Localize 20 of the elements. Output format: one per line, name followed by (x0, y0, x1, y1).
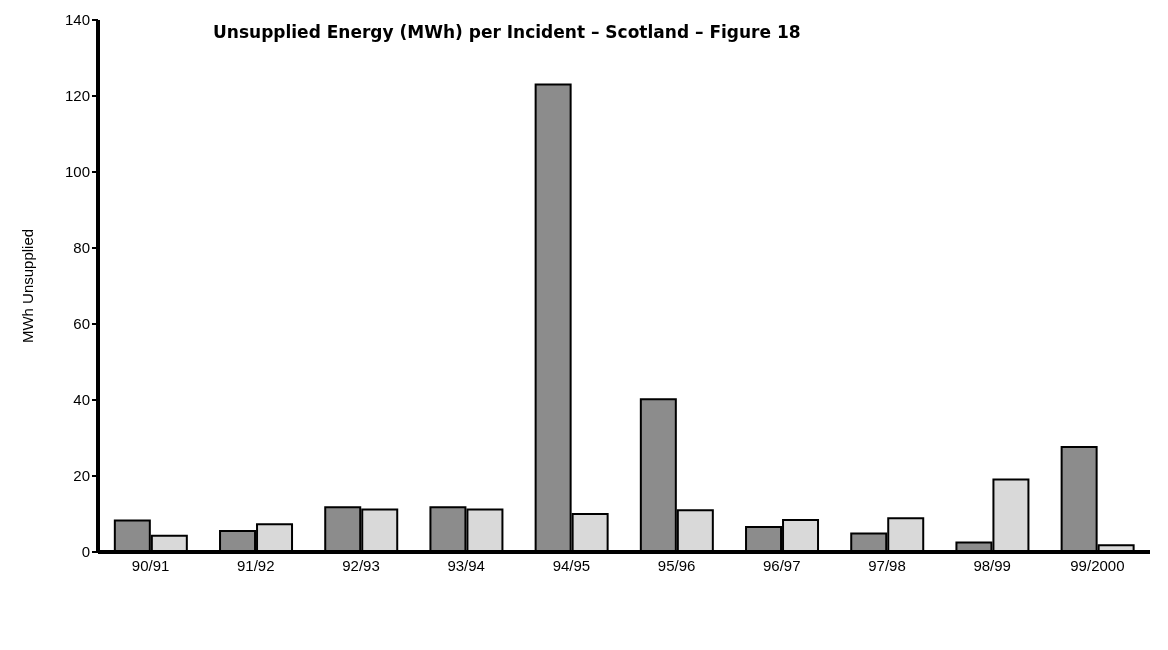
y-tick-label: 0 (81, 543, 90, 561)
y-tick-label: 20 (73, 467, 90, 485)
y-tick-label: 80 (73, 239, 90, 257)
x-tick-label: 94/95 (552, 556, 591, 574)
y-tick-label: 140 (64, 11, 90, 29)
y-tick-label: 40 (73, 391, 90, 409)
y-axis-title: MWh Unsupplied (19, 228, 37, 344)
y-tick-label: 60 (73, 315, 90, 333)
y-tick-label: 120 (64, 87, 90, 105)
x-tick-label: 98/99 (973, 556, 1011, 574)
x-tick-label: 99/2000 (1070, 556, 1125, 574)
y-tick-label: 100 (64, 163, 90, 181)
x-tick-label: 97/98 (868, 556, 906, 574)
x-tick-label: 91/92 (237, 556, 275, 574)
x-tick-label: 90/91 (131, 556, 170, 574)
x-tick-label: 92/93 (342, 556, 380, 574)
x-tick-label: 95/96 (657, 556, 696, 574)
x-tick-label: 96/97 (763, 556, 801, 574)
x-tick-label: 93/94 (447, 556, 485, 574)
chart-title: Unsupplied Energy (MWh) per Incident – Scotland – Figure 18 (213, 22, 801, 42)
